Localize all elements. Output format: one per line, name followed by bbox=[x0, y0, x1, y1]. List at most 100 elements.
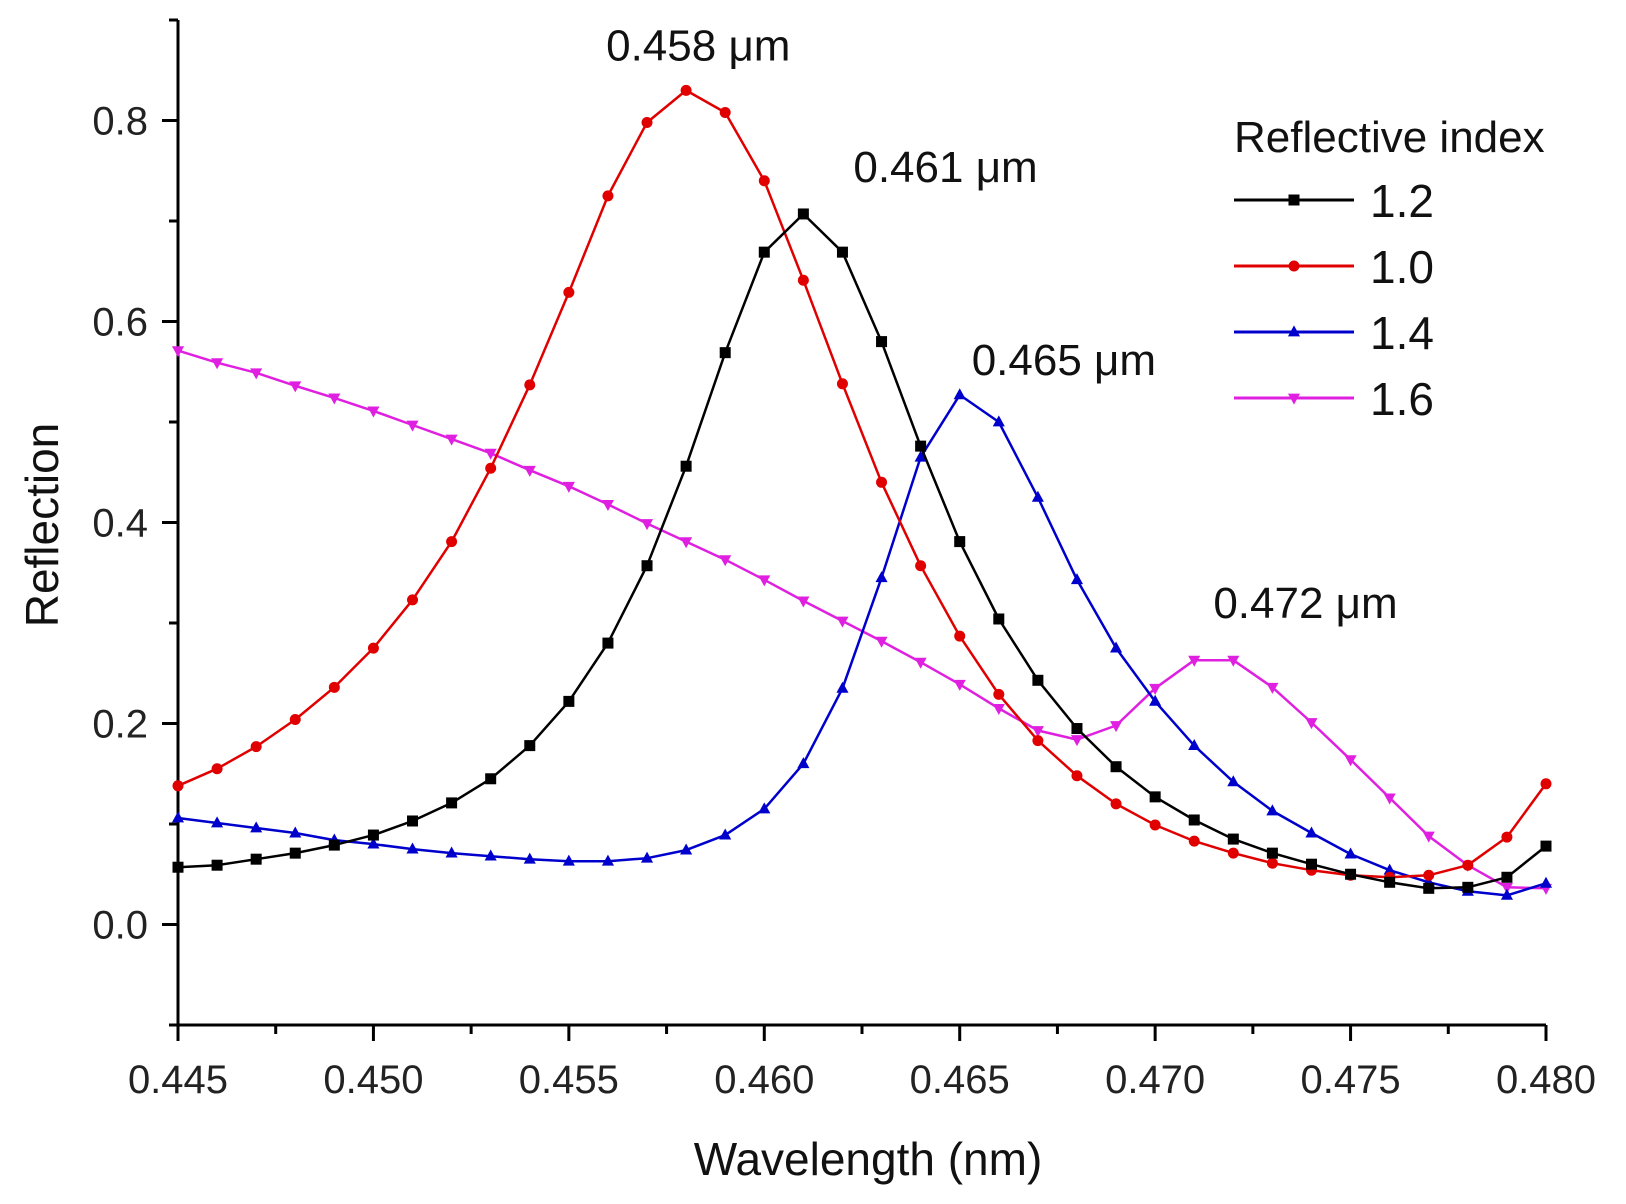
data-point bbox=[289, 847, 301, 859]
y-tick-label: 0.4 bbox=[92, 502, 148, 546]
data-point bbox=[211, 358, 224, 370]
series-1.0 bbox=[172, 84, 1552, 883]
data-point bbox=[680, 460, 692, 472]
data-point bbox=[1227, 847, 1239, 859]
legend-label: 1.0 bbox=[1370, 241, 1434, 293]
data-point bbox=[992, 415, 1005, 427]
data-point bbox=[485, 773, 497, 785]
data-point bbox=[1462, 881, 1474, 893]
legend-entry-1.2: 1.2 bbox=[1234, 175, 1434, 227]
data-point bbox=[1227, 833, 1239, 845]
legend-entry-1.6: 1.6 bbox=[1234, 373, 1434, 425]
data-point bbox=[446, 797, 458, 809]
data-point bbox=[524, 740, 536, 752]
data-point bbox=[1266, 857, 1278, 869]
data-point bbox=[1149, 791, 1161, 803]
legend-entry-1.0: 1.0 bbox=[1234, 241, 1434, 293]
data-point bbox=[993, 613, 1005, 625]
data-point bbox=[407, 594, 419, 606]
x-tick-label: 0.450 bbox=[323, 1058, 423, 1102]
x-tick-label: 0.480 bbox=[1496, 1058, 1596, 1102]
data-point bbox=[328, 839, 340, 851]
legend-title: Reflective index bbox=[1234, 113, 1545, 162]
data-point bbox=[1288, 194, 1300, 206]
data-point bbox=[328, 681, 340, 693]
series-1.4 bbox=[171, 388, 1553, 900]
data-point bbox=[1071, 770, 1083, 782]
y-tick-label: 0.6 bbox=[92, 301, 148, 345]
data-point bbox=[1540, 840, 1552, 852]
data-point bbox=[1032, 735, 1044, 747]
data-point bbox=[172, 861, 184, 873]
data-point bbox=[1071, 723, 1083, 735]
data-point bbox=[523, 852, 536, 864]
axes: 0.445 0.450 0.455 0.460 0.465 0.470 0.475 0.480… bbox=[92, 18, 1596, 1102]
data-point bbox=[1266, 847, 1278, 859]
data-point bbox=[524, 379, 536, 391]
data-point bbox=[836, 681, 849, 693]
data-point bbox=[562, 481, 575, 493]
data-point bbox=[211, 763, 223, 775]
data-point bbox=[797, 208, 809, 220]
data-point bbox=[1462, 859, 1474, 871]
series-group bbox=[171, 84, 1553, 900]
data-point bbox=[993, 688, 1005, 700]
data-point bbox=[1287, 325, 1301, 337]
data-point bbox=[563, 695, 575, 707]
data-point bbox=[1539, 876, 1553, 888]
data-point bbox=[1031, 490, 1044, 502]
data-point bbox=[876, 476, 888, 488]
data-point bbox=[1345, 868, 1357, 880]
data-point bbox=[1344, 755, 1357, 767]
data-point bbox=[1501, 831, 1513, 843]
data-point bbox=[367, 837, 380, 849]
data-point bbox=[1188, 814, 1200, 826]
data-point bbox=[1423, 869, 1435, 881]
data-point bbox=[914, 450, 927, 462]
data-point bbox=[1383, 793, 1396, 805]
x-tick-label: 0.460 bbox=[714, 1058, 814, 1102]
data-point bbox=[1070, 573, 1084, 585]
data-point bbox=[328, 393, 341, 405]
data-point bbox=[1384, 876, 1396, 888]
data-point bbox=[601, 500, 614, 512]
data-point bbox=[1423, 882, 1435, 894]
data-point bbox=[1110, 798, 1122, 810]
x-tick-label: 0.470 bbox=[1105, 1058, 1205, 1102]
data-point bbox=[1227, 775, 1240, 787]
data-point bbox=[367, 406, 380, 418]
data-point bbox=[797, 757, 810, 769]
peak-annotations: 0.458 μm 0.461 μm 0.465 μm 0.472 μm bbox=[606, 21, 1398, 628]
data-point bbox=[445, 846, 458, 858]
data-point bbox=[954, 536, 966, 548]
data-point bbox=[485, 462, 497, 474]
data-point bbox=[1110, 641, 1123, 653]
data-point bbox=[797, 274, 809, 286]
x-tick-label: 0.465 bbox=[910, 1058, 1010, 1102]
peak-annotation: 0.472 μm bbox=[1213, 579, 1397, 628]
y-tick-label: 0.0 bbox=[92, 904, 148, 948]
data-point bbox=[1188, 739, 1201, 751]
data-point bbox=[719, 828, 732, 840]
data-point bbox=[1188, 835, 1200, 847]
data-point bbox=[406, 420, 419, 432]
data-point bbox=[446, 536, 458, 548]
data-point bbox=[758, 246, 770, 258]
peak-annotation: 0.461 μm bbox=[853, 143, 1037, 192]
data-point bbox=[836, 246, 848, 258]
data-point bbox=[1032, 674, 1044, 686]
series-line bbox=[177, 212, 1547, 890]
series-1.6 bbox=[171, 346, 1553, 895]
legend-label: 1.4 bbox=[1370, 307, 1434, 359]
data-point bbox=[1422, 831, 1435, 843]
data-point bbox=[758, 175, 770, 187]
data-point bbox=[953, 388, 966, 400]
data-point bbox=[289, 381, 302, 393]
data-point bbox=[367, 642, 379, 654]
data-point bbox=[1266, 804, 1279, 816]
data-point bbox=[640, 519, 654, 531]
data-point bbox=[1501, 871, 1513, 883]
data-point bbox=[445, 434, 458, 446]
